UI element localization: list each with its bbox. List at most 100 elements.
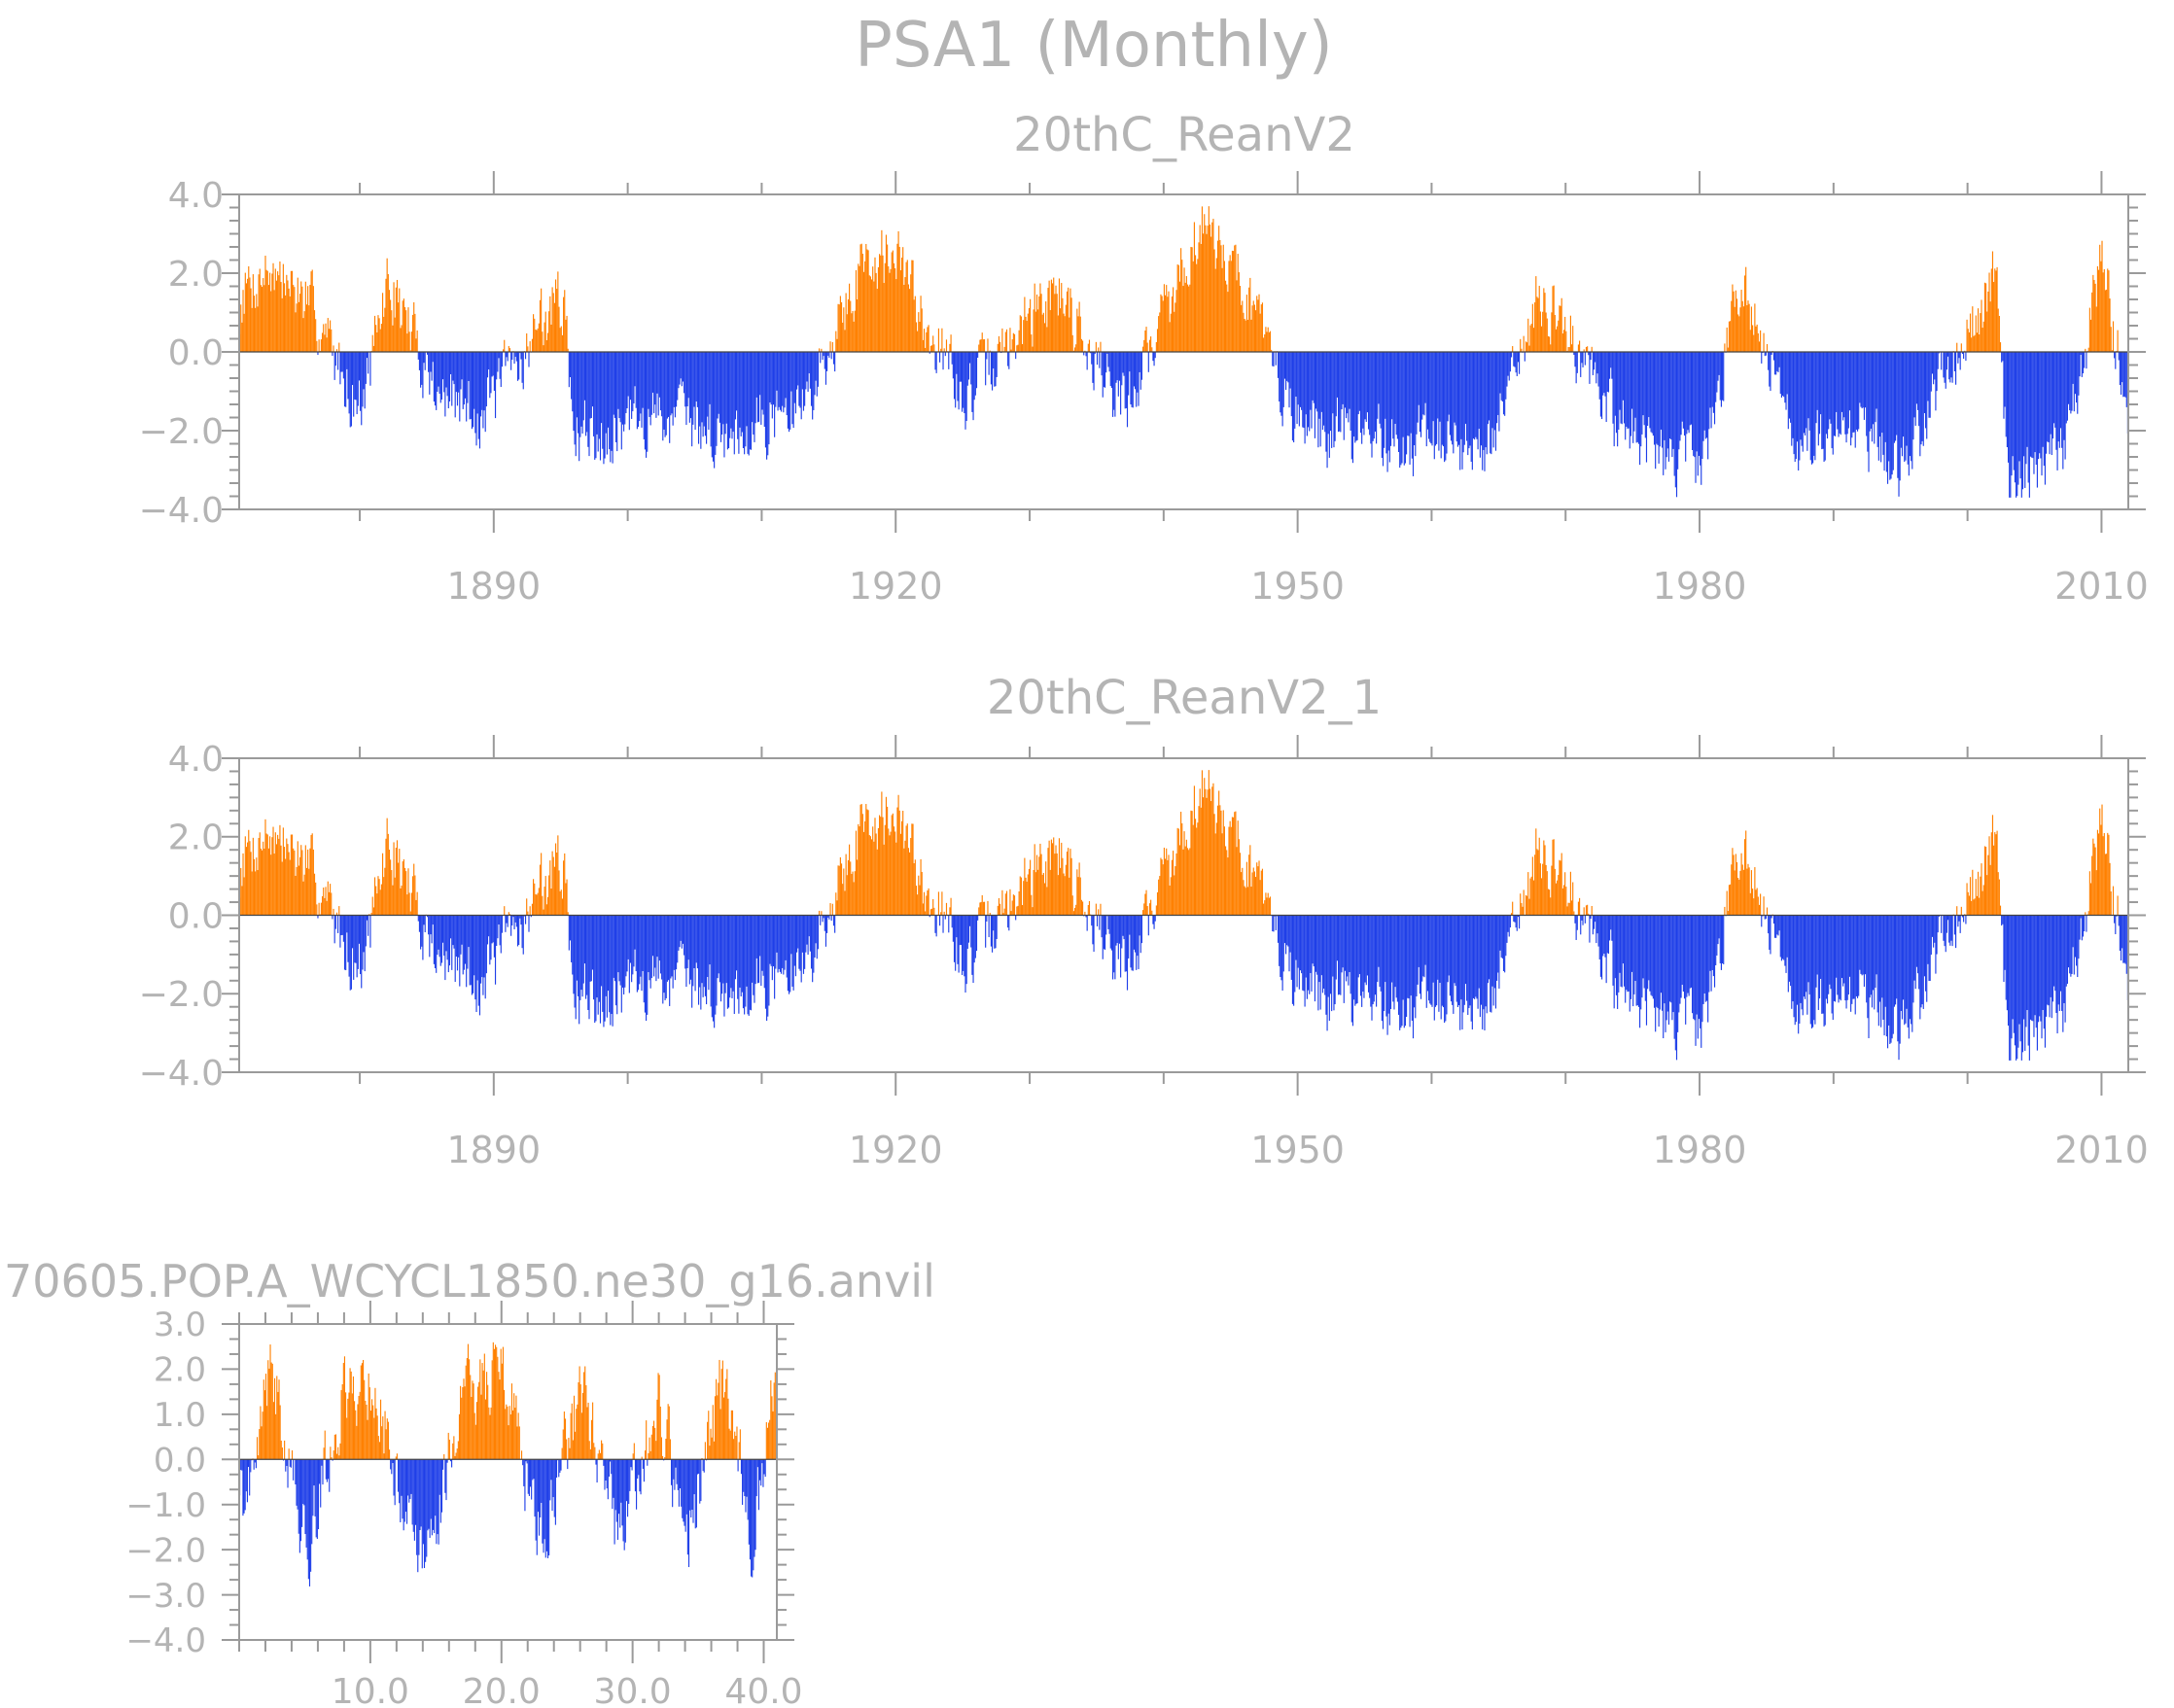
data-bar: [930, 908, 933, 916]
data-bar: [382, 1416, 384, 1460]
data-bar: [1206, 233, 1208, 352]
data-bar: [1562, 885, 1565, 916]
data-bar: [1737, 878, 1739, 916]
data-bar: [622, 1459, 624, 1542]
data-bar: [1494, 352, 1497, 451]
data-bar: [539, 864, 542, 916]
data-bar: [870, 839, 873, 916]
data-bar: [850, 861, 852, 916]
data-bar: [721, 1360, 723, 1460]
data-bar: [1867, 352, 1869, 452]
data-bar: [273, 1377, 276, 1460]
data-bar: [333, 1450, 334, 1460]
data-bar: [1370, 915, 1372, 1007]
data-bar: [438, 1459, 439, 1545]
data-bar: [373, 315, 376, 352]
data-bar: [1176, 264, 1178, 352]
data-bar: [356, 915, 358, 978]
data-bar: [1712, 915, 1714, 977]
data-bar: [1794, 915, 1796, 1026]
data-bar: [981, 894, 983, 916]
data-bar: [1281, 352, 1283, 427]
data-bar: [575, 352, 577, 457]
data-bar: [521, 352, 523, 383]
data-bar: [1171, 296, 1174, 352]
data-bar: [1280, 915, 1282, 981]
data-bar: [327, 318, 329, 352]
data-bar: [383, 877, 385, 916]
data-bar: [1885, 915, 1887, 1037]
data-bar: [1107, 352, 1109, 367]
data-bar: [451, 352, 453, 406]
data-bar: [1953, 352, 1956, 371]
data-bar: [507, 1406, 508, 1460]
data-bar: [1860, 915, 1862, 974]
data-bar: [1040, 854, 1042, 916]
data-bar: [681, 352, 683, 387]
data-bar: [1286, 352, 1288, 381]
data-bar: [985, 915, 987, 948]
data-bar: [1269, 896, 1272, 916]
data-bar: [759, 1459, 761, 1481]
data-bar: [1666, 915, 1667, 1021]
data-bar: [719, 915, 720, 983]
data-bar: [1710, 352, 1712, 429]
data-bar: [266, 1406, 268, 1460]
data-bar: [1034, 872, 1036, 916]
data-bar: [1374, 915, 1377, 995]
data-bar: [2106, 854, 2108, 916]
data-bar: [1565, 887, 1567, 916]
data-bar: [385, 1429, 387, 1460]
data-bar: [877, 266, 879, 352]
data-bar: [1895, 915, 1897, 1005]
data-bar: [429, 352, 431, 395]
data-bar: [454, 1455, 456, 1460]
data-bar: [604, 352, 606, 459]
data-bar: [641, 915, 643, 992]
data-bar: [1750, 870, 1753, 916]
data-bar: [477, 352, 479, 439]
data-bar: [1426, 352, 1428, 430]
data-bar: [556, 289, 558, 352]
data-bar: [1800, 352, 1802, 440]
data-bar: [1567, 347, 1569, 352]
data-bar: [1471, 915, 1473, 1029]
data-bar: [272, 262, 274, 352]
data-bar: [1866, 915, 1868, 1003]
data-bar: [345, 352, 347, 407]
data-bar: [1635, 352, 1637, 443]
data-bar: [1555, 329, 1558, 352]
data-bar: [444, 915, 446, 981]
y-tick-label: 2.0: [168, 819, 224, 858]
data-bar: [1426, 915, 1428, 992]
data-bar: [1197, 259, 1199, 352]
data-bar: [281, 297, 283, 352]
data-bar: [1159, 876, 1161, 916]
data-bar: [366, 352, 368, 359]
data-bar: [1921, 915, 1923, 1005]
data-bar: [653, 352, 655, 414]
data-bar: [801, 915, 803, 953]
data-bar: [469, 352, 471, 420]
data-bar: [420, 352, 422, 388]
data-bar: [454, 915, 456, 983]
data-bar: [1041, 314, 1043, 352]
data-bar: [942, 352, 944, 370]
data-bar: [348, 1392, 350, 1460]
data-bar: [401, 325, 403, 352]
data-bar: [1301, 352, 1303, 410]
data-bar: [1967, 891, 1969, 916]
data-bar: [1455, 352, 1457, 442]
data-bar: [1485, 915, 1487, 1007]
data-bar: [274, 832, 276, 916]
data-bar: [1899, 915, 1901, 1044]
data-bar: [1144, 330, 1146, 352]
data-bar: [240, 1459, 242, 1471]
data-bar: [565, 883, 567, 916]
data-bar: [1705, 915, 1708, 1001]
data-bar: [669, 1439, 671, 1460]
data-bar: [1880, 352, 1882, 463]
data-bar: [1818, 352, 1821, 435]
data-bar: [1874, 352, 1876, 444]
data-bar: [1523, 889, 1525, 916]
